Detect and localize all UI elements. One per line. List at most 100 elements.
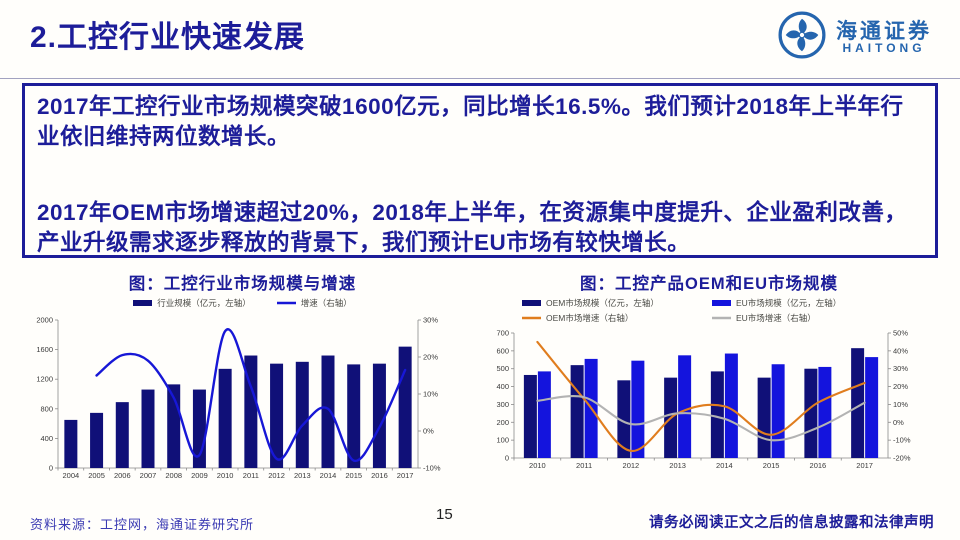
figure-left-legend: 行业规模（亿元，左轴） 增速（右轴） (20, 297, 465, 309)
y-axis-right-label: 40% (893, 346, 908, 355)
bar-0 (141, 389, 155, 468)
y-axis-left-label: 1200 (36, 375, 53, 384)
y-axis-right-label: -10% (893, 436, 911, 445)
bar-0 (398, 346, 412, 468)
x-axis-label: 2014 (320, 471, 337, 480)
y-axis-left-label: 300 (496, 400, 509, 409)
axis-frame (57, 320, 419, 469)
x-axis-label: 2014 (716, 461, 733, 470)
x-axis-label: 2016 (810, 461, 827, 470)
legend-item: EU市场增速（右轴） (712, 312, 902, 324)
legend-line-swatch-icon (276, 301, 296, 305)
disclaimer: 请务必阅读正文之后的信息披露和法律声明 (649, 515, 934, 531)
bar-0 (757, 377, 771, 458)
bar-0 (570, 365, 584, 458)
y-axis-right-label: -20% (893, 454, 911, 463)
bar-1 (631, 360, 645, 458)
legend-line-swatch-icon (522, 316, 541, 320)
legend-label: EU市场增速（右轴） (736, 313, 816, 323)
x-axis-label: 2010 (217, 471, 234, 480)
growth-line-1 (536, 395, 866, 442)
legend-label: 行业规模（亿元，左轴） (157, 298, 251, 308)
legend-item: OEM市场规模（亿元，左轴） (522, 297, 712, 309)
bar-0 (244, 355, 258, 468)
bar-1 (818, 366, 832, 458)
highlight-box: 2017年工控行业市场规模突破1600亿元，同比增长16.5%。我们预计2018… (22, 83, 938, 258)
bar-0 (851, 348, 865, 458)
logo-name-en: HAITONG (842, 41, 926, 56)
x-axis-label: 2013 (294, 471, 311, 480)
chart-svg: 0 100 200 300 400 500 600 700 -20% -10% 0% 10% 20% 30… (496, 329, 911, 471)
bar-0 (617, 380, 631, 458)
y-axis-right-label: 30% (893, 364, 908, 373)
highlight-paragraph-1: 2017年工控行业市场规模突破1600亿元，同比增长16.5%。我们预计2018… (37, 94, 904, 149)
bar-1 (771, 364, 785, 458)
x-axis-label: 2007 (140, 471, 157, 480)
legend-bar-swatch-icon (522, 300, 541, 306)
x-axis-label: 2017 (856, 461, 873, 470)
y-axis-right-label: 10% (423, 390, 438, 399)
x-axis-label: 2005 (88, 471, 105, 480)
legend-item: EU市场规模（亿元，左轴） (712, 297, 902, 309)
bar-1 (865, 357, 879, 458)
y-axis-right-label: 0% (423, 427, 434, 436)
growth-line-0 (536, 340, 866, 452)
haitong-logo-text: 海通证券 HAITONG (836, 20, 932, 55)
figure-left-chart: 0 400 800 1200 1600 2000 -10% 0% 10% 20% 30% 2004 20… (20, 310, 465, 498)
bar-0 (64, 419, 78, 468)
x-axis-label: 2008 (165, 471, 182, 480)
bar-0 (347, 364, 361, 468)
legend-item: 行业规模（亿元，左轴） (133, 297, 251, 309)
figure-oem-eu-market: 图：工控产品OEM和EU市场规模 OEM市场规模（亿元，左轴） EU市场规模（亿元… (474, 270, 944, 488)
bar-0 (710, 371, 724, 458)
header-divider (0, 78, 960, 79)
figure-right-legend: OEM市场规模（亿元，左轴） EU市场规模（亿元，左轴） OEM市场增速（右轴） EU… (522, 297, 944, 324)
bar-1 (537, 371, 551, 458)
bar-0 (372, 363, 386, 468)
figure-left-title: 图：工控行业市场规模与增速 (128, 275, 357, 293)
bar-0 (321, 355, 335, 468)
bar-0 (115, 402, 129, 468)
growth-line-0 (95, 328, 407, 462)
x-axis-label: 2006 (114, 471, 131, 480)
bar-0 (270, 363, 284, 468)
legend-bar-swatch-icon (133, 300, 153, 306)
y-axis-left-label: 400 (40, 434, 53, 443)
y-axis-right-label: 30% (423, 316, 438, 325)
x-axis-label: 2015 (345, 471, 362, 480)
legend-label: EU市场规模（亿元，左轴） (736, 298, 842, 308)
x-axis-label: 2009 (191, 471, 208, 480)
y-axis-right-label: 50% (893, 329, 908, 338)
legend-line-swatch-icon (712, 316, 731, 320)
y-axis-right-label: 20% (423, 353, 438, 362)
bar-0 (90, 412, 104, 468)
y-axis-left-label: 700 (496, 329, 509, 338)
x-axis-label: 2004 (63, 471, 80, 480)
y-axis-left-label: 800 (40, 404, 53, 413)
bar-1 (724, 353, 738, 458)
x-axis-label: 2013 (669, 461, 686, 470)
x-axis-label: 2012 (268, 471, 285, 480)
y-axis-left-label: 0 (505, 454, 509, 463)
legend-label: OEM市场规模（亿元，左轴） (546, 298, 659, 308)
figure-industry-market: 图：工控行业市场规模与增速 行业规模（亿元，左轴） 增速（右轴） 0 400 800 1… (20, 270, 465, 498)
y-axis-left-label: 0 (49, 464, 53, 473)
x-axis-label: 2016 (371, 471, 388, 480)
highlight-paragraph-2: 2017年OEM市场增速超过20%，2018年上半年，在资源集中度提升、企业盈利… (37, 199, 908, 255)
x-axis-label: 2011 (243, 471, 259, 480)
y-axis-left-label: 200 (496, 418, 509, 427)
y-axis-left-label: 100 (496, 436, 509, 445)
legend-item: 增速（右轴） (276, 297, 352, 309)
haitong-logo: 海通证券 HAITONG (777, 10, 932, 65)
x-axis-label: 2011 (576, 461, 592, 470)
x-axis-label: 2012 (623, 461, 640, 470)
chart-svg: 0 400 800 1200 1600 2000 -10% 0% 10% 20% 30% 2004 20… (36, 316, 441, 481)
legend-bar-swatch-icon (712, 300, 731, 306)
y-axis-left-label: 2000 (36, 316, 53, 325)
figure-right-title: 图：工控产品OEM和EU市场规模 (579, 275, 838, 293)
y-axis-left-label: 500 (496, 364, 509, 373)
x-axis-label: 2010 (529, 461, 546, 470)
figure-right-chart: 0 100 200 300 400 500 600 700 -20% -10% 0% 10% 20% 30… (474, 325, 944, 488)
bar-0 (804, 368, 818, 458)
